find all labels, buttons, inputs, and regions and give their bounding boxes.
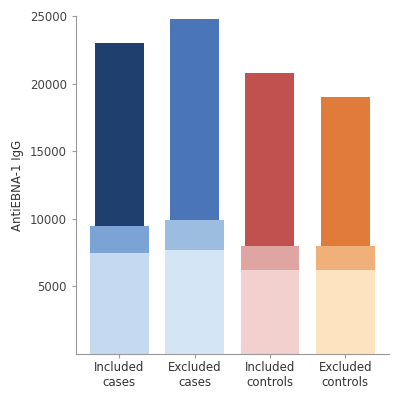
Bar [95,43,144,226]
Bar [165,220,224,250]
Bar [316,246,375,270]
Bar [246,73,294,246]
Bar [170,19,219,220]
Y-axis label: AntiEBNA-1 IgG: AntiEBNA-1 IgG [11,140,24,231]
Bar [90,252,149,354]
Bar [316,270,375,354]
Bar [321,97,370,246]
Bar [240,270,299,354]
Bar [165,250,224,354]
Bar [90,226,149,252]
Bar [240,246,299,270]
